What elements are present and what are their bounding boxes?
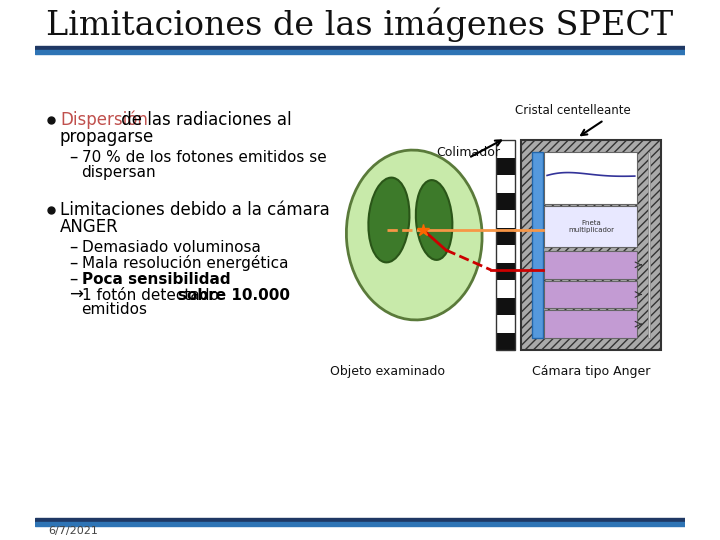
Text: →: → (69, 286, 83, 304)
Ellipse shape (416, 180, 452, 260)
Text: ANGER: ANGER (60, 218, 119, 236)
Text: Poca sensibilidad: Poca sensibilidad (81, 272, 230, 287)
Bar (35, 518, 685, 522)
Bar (521, 140, 661, 350)
Text: –: – (69, 238, 77, 256)
Bar (35, 522, 685, 526)
Text: –: – (69, 254, 77, 272)
Bar (495, 140, 516, 350)
Text: Limitaciones debido a la cámara: Limitaciones debido a la cámara (60, 201, 330, 219)
Bar (35, 46, 685, 50)
Text: Cámara tipo Anger: Cámara tipo Anger (532, 365, 650, 378)
Bar (495, 158, 516, 175)
Text: de las radiaciones al: de las radiaciones al (116, 111, 292, 129)
Bar (495, 298, 516, 315)
Bar (495, 245, 516, 262)
Text: Cristal centelleante: Cristal centelleante (516, 104, 631, 117)
Bar (495, 315, 516, 333)
Ellipse shape (369, 178, 410, 262)
Text: Mala resolución energética: Mala resolución energética (81, 255, 288, 271)
Bar (495, 210, 516, 227)
Text: 1 fotón detectado: 1 fotón detectado (81, 287, 223, 302)
Bar (544, 310, 637, 338)
Ellipse shape (346, 150, 482, 320)
Bar (544, 152, 637, 204)
Bar (495, 140, 516, 158)
Text: 70 % de los fotones emitidos se: 70 % de los fotones emitidos se (81, 150, 326, 165)
Text: Limitaciones de las imágenes SPECT: Limitaciones de las imágenes SPECT (46, 8, 674, 42)
Bar (495, 192, 516, 210)
Bar (544, 206, 637, 247)
Text: Objeto examinado: Objeto examinado (330, 365, 445, 378)
Text: propagarse: propagarse (60, 128, 154, 146)
Text: –: – (69, 270, 77, 288)
Text: dispersan: dispersan (81, 165, 156, 179)
Bar (544, 251, 637, 279)
Bar (495, 262, 516, 280)
Bar (495, 227, 516, 245)
Bar (35, 50, 685, 54)
Text: Dispersión: Dispersión (60, 111, 148, 129)
Text: emitidos: emitidos (81, 302, 148, 318)
Text: Colimador: Colimador (436, 145, 500, 159)
Text: 6/7/2021: 6/7/2021 (48, 526, 98, 536)
Text: Demasiado voluminosa: Demasiado voluminosa (81, 240, 261, 254)
Text: sobre 10.000: sobre 10.000 (179, 287, 290, 302)
Bar (532, 152, 543, 338)
Bar (495, 333, 516, 350)
Bar (495, 175, 516, 192)
Bar (648, 152, 650, 338)
Text: –: – (69, 148, 77, 166)
Bar (495, 280, 516, 298)
Bar (544, 281, 637, 308)
Text: Fneta
multiplicador: Fneta multiplicador (568, 220, 614, 233)
